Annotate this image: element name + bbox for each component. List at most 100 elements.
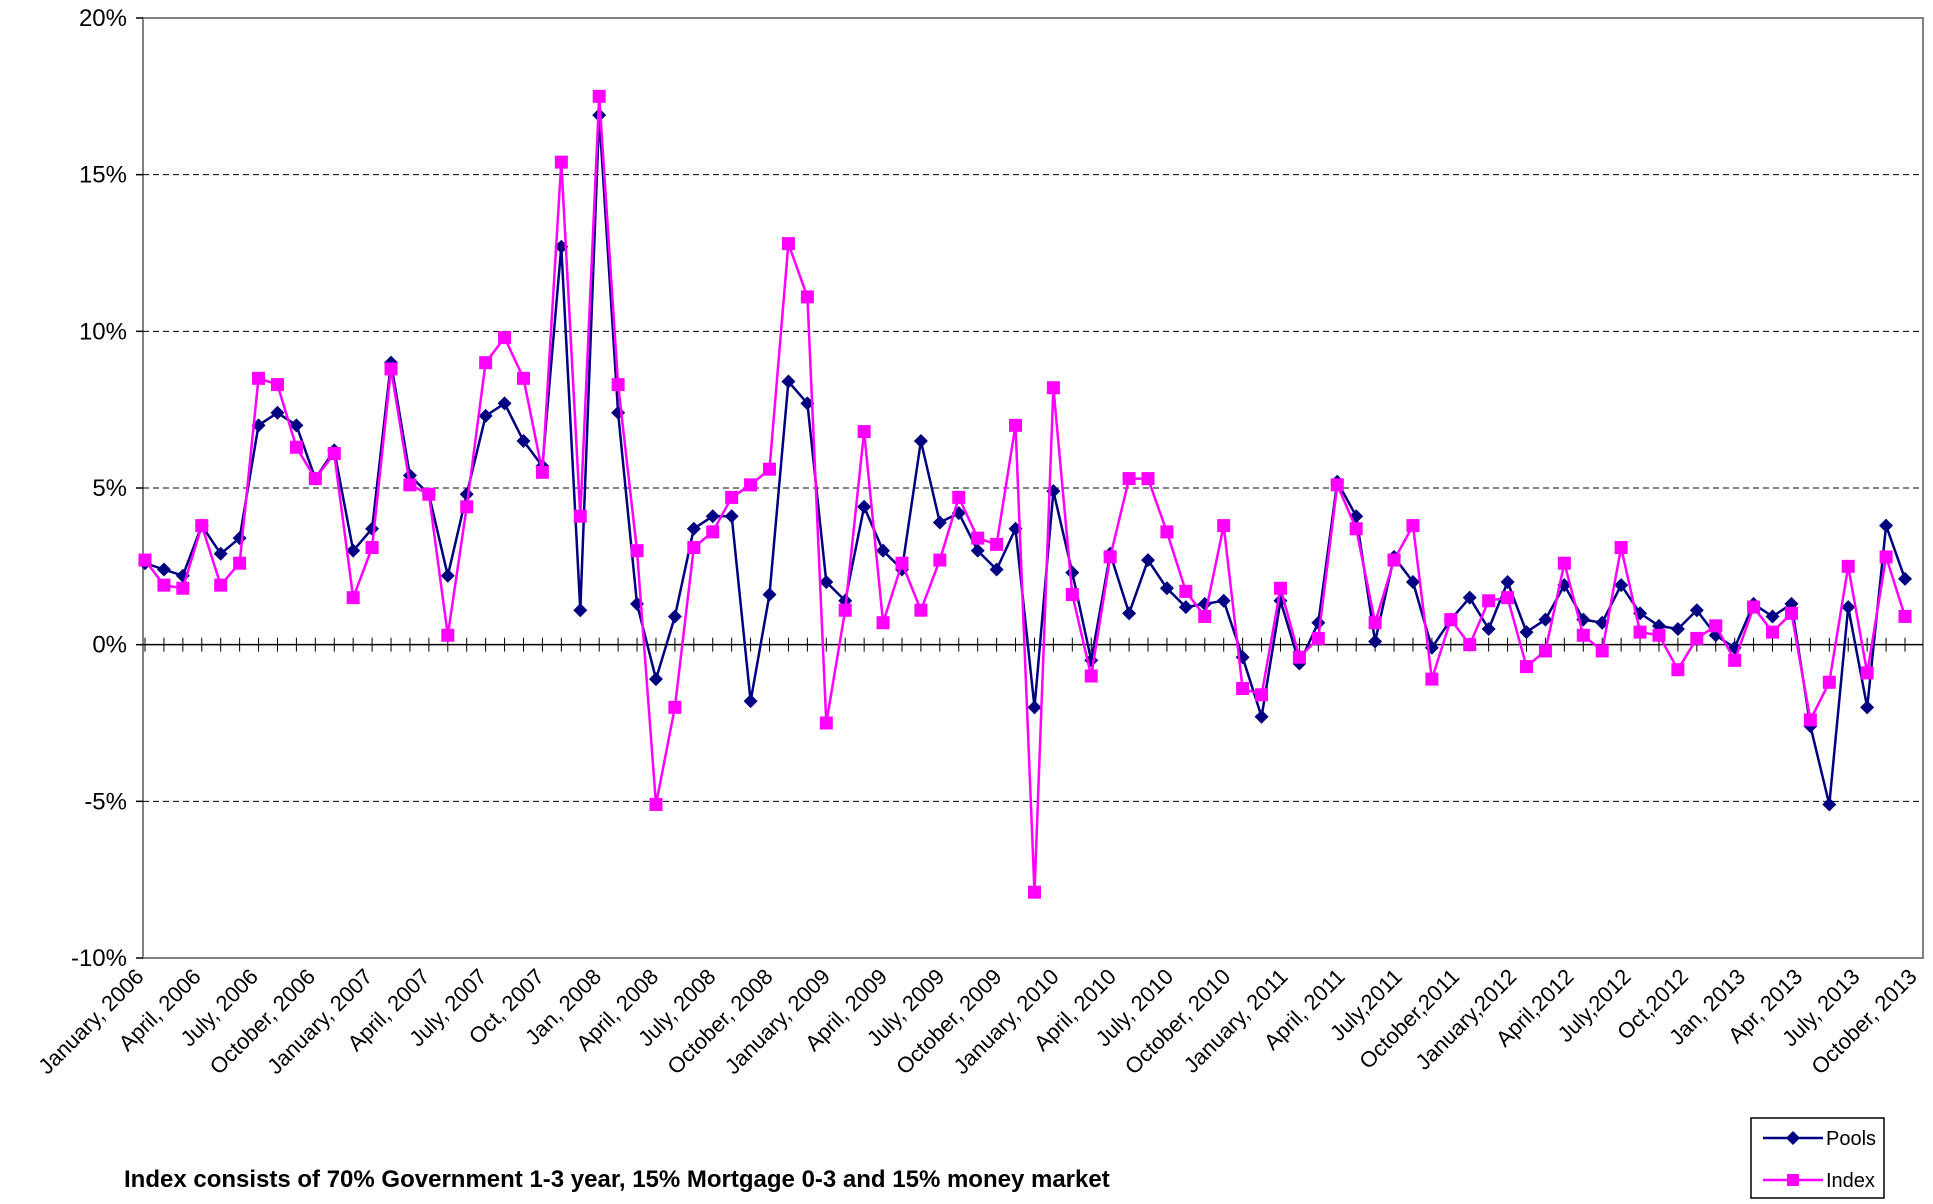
index-point xyxy=(725,490,739,504)
index-point xyxy=(1784,606,1798,620)
pools-point xyxy=(686,521,701,536)
legend-index-marker xyxy=(1787,1174,1799,1186)
index-point xyxy=(630,544,644,558)
index-point xyxy=(308,472,322,486)
index-point xyxy=(933,553,947,567)
index-point xyxy=(592,89,606,103)
pools-point xyxy=(743,694,758,709)
index-point xyxy=(460,500,474,514)
pools-point xyxy=(1254,709,1269,724)
index-point xyxy=(1406,519,1420,533)
index-point xyxy=(971,531,985,545)
pools-point xyxy=(1368,634,1383,649)
index-point xyxy=(1046,381,1060,395)
pools-point xyxy=(1519,625,1534,640)
index-point xyxy=(1709,619,1723,633)
index-point xyxy=(1803,713,1817,727)
index-point xyxy=(1595,644,1609,658)
index-point xyxy=(1027,885,1041,899)
index-point xyxy=(857,425,871,439)
gridlines xyxy=(143,174,1923,802)
pools-point xyxy=(459,487,474,502)
pools-point xyxy=(667,609,682,624)
pools-point xyxy=(1538,612,1553,627)
series-layer xyxy=(138,89,1912,899)
index-point xyxy=(1633,625,1647,639)
pools-point xyxy=(440,568,455,583)
pools-point xyxy=(970,543,985,558)
index-point xyxy=(1217,519,1231,533)
index-point xyxy=(289,440,303,454)
index-point xyxy=(1103,550,1117,564)
index-point xyxy=(1292,650,1306,664)
index-point xyxy=(1898,609,1912,623)
index-point xyxy=(554,155,568,169)
pools-point xyxy=(251,418,266,433)
pools-point xyxy=(270,405,285,420)
index-point xyxy=(384,362,398,376)
index-point xyxy=(327,447,341,461)
series-index xyxy=(138,89,1912,899)
footnote: Index consists of 70% Government 1-3 yea… xyxy=(124,1166,1110,1193)
pools-point xyxy=(1481,622,1496,636)
pools-point xyxy=(1765,609,1780,624)
index-point xyxy=(252,371,266,385)
pools-point xyxy=(1879,518,1894,533)
pools-point xyxy=(724,509,739,524)
index-point xyxy=(1728,653,1742,667)
index-point xyxy=(1482,594,1496,608)
index-point xyxy=(706,525,720,539)
index-point xyxy=(781,237,795,251)
y-tick-label: 10% xyxy=(79,318,127,345)
y-tick-label: 5% xyxy=(92,475,127,502)
pools-point xyxy=(913,434,928,448)
index-point xyxy=(1501,591,1515,605)
index-point xyxy=(1671,663,1685,677)
index-point xyxy=(649,797,663,811)
y-tick-label: 20% xyxy=(79,5,127,32)
index-point xyxy=(895,556,909,570)
index-point xyxy=(1198,609,1212,623)
index-point xyxy=(1690,631,1704,645)
legend-pools-marker xyxy=(1786,1131,1800,1145)
legend-box xyxy=(1750,1117,1885,1199)
legend: Pools Index xyxy=(1750,1117,1885,1199)
index-point xyxy=(270,378,284,392)
index-point xyxy=(1122,472,1136,486)
index-point xyxy=(479,356,493,370)
index-point xyxy=(1273,581,1287,595)
pools-point xyxy=(762,587,777,602)
pools-point xyxy=(156,562,171,577)
y-tick-label: 15% xyxy=(79,162,127,189)
pools-point xyxy=(781,374,796,389)
index-point xyxy=(195,519,209,533)
pools-point xyxy=(989,562,1004,577)
index-point xyxy=(800,290,814,304)
index-point xyxy=(1141,472,1155,486)
pools-point xyxy=(497,396,512,411)
pools-point xyxy=(573,603,588,618)
index-point xyxy=(1160,525,1174,539)
index-point xyxy=(744,478,758,492)
index-point xyxy=(1879,550,1893,564)
pools-point xyxy=(1822,797,1837,812)
index-point xyxy=(535,465,549,479)
pools-point xyxy=(648,672,663,687)
index-point xyxy=(1368,616,1382,630)
index-point xyxy=(346,591,360,605)
index-point xyxy=(1576,628,1590,642)
index-point xyxy=(214,578,228,592)
index-point xyxy=(422,487,436,501)
y-axis: -10% -5% 0% 5% 10% 15% 20% xyxy=(71,5,143,972)
index-point xyxy=(1349,522,1363,536)
pools-point xyxy=(1841,600,1856,615)
index-point xyxy=(1065,588,1079,602)
index-point xyxy=(573,509,587,523)
index-point xyxy=(1614,541,1628,555)
pools-point xyxy=(1141,553,1156,568)
pools-point xyxy=(1860,700,1875,715)
pools-point xyxy=(857,499,872,514)
index-point xyxy=(1009,418,1023,432)
index-point xyxy=(233,556,247,570)
